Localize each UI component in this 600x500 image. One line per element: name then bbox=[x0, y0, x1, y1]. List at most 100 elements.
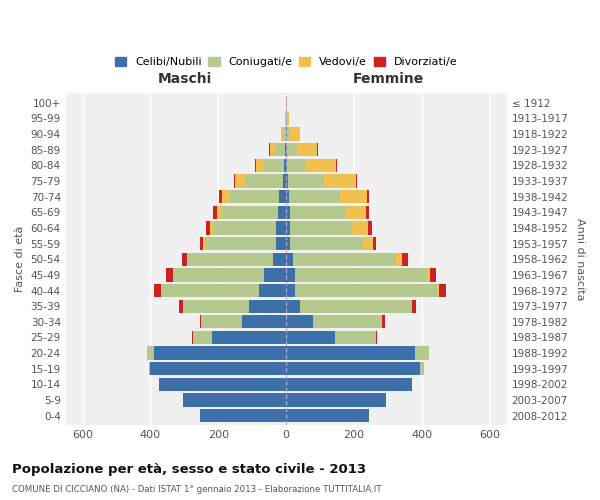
Bar bbox=[289, 190, 340, 203]
Bar bbox=[213, 206, 217, 219]
Bar bbox=[276, 237, 286, 250]
Text: COMUNE DI CICCIANO (NA) - Dati ISTAT 1° gennaio 2013 - Elaborazione TUTTITALIA.I: COMUNE DI CICCIANO (NA) - Dati ISTAT 1° … bbox=[12, 485, 382, 494]
Bar bbox=[283, 128, 286, 140]
Bar bbox=[242, 315, 286, 328]
Bar bbox=[340, 190, 367, 203]
Bar bbox=[256, 158, 264, 172]
Bar bbox=[278, 206, 286, 219]
Bar bbox=[367, 190, 368, 203]
Bar bbox=[281, 128, 283, 140]
Bar bbox=[275, 143, 285, 156]
Bar bbox=[430, 268, 436, 281]
Bar bbox=[286, 252, 293, 266]
Bar bbox=[149, 362, 151, 376]
Bar bbox=[286, 331, 335, 344]
Bar bbox=[269, 143, 270, 156]
Bar bbox=[323, 174, 356, 188]
Bar bbox=[295, 284, 437, 297]
Bar bbox=[352, 222, 368, 234]
Bar bbox=[317, 143, 318, 156]
Bar bbox=[192, 331, 193, 344]
Bar bbox=[286, 268, 295, 281]
Bar bbox=[217, 206, 222, 219]
Bar bbox=[287, 128, 290, 140]
Bar bbox=[376, 331, 377, 344]
Bar bbox=[300, 300, 412, 313]
Bar bbox=[412, 300, 416, 313]
Bar bbox=[286, 315, 313, 328]
Bar bbox=[219, 190, 222, 203]
Bar bbox=[151, 362, 286, 376]
Bar bbox=[297, 143, 317, 156]
Bar bbox=[368, 222, 371, 234]
Bar bbox=[287, 158, 306, 172]
Bar bbox=[286, 143, 287, 156]
Bar bbox=[285, 112, 286, 125]
Bar bbox=[212, 331, 286, 344]
Text: Maschi: Maschi bbox=[157, 72, 212, 86]
Bar bbox=[286, 128, 287, 140]
Bar bbox=[290, 237, 362, 250]
Legend: Celibi/Nubili, Coniugati/e, Vedovi/e, Divorziati/e: Celibi/Nubili, Coniugati/e, Vedovi/e, Di… bbox=[110, 52, 462, 72]
Y-axis label: Fasce di età: Fasce di età bbox=[15, 226, 25, 292]
Bar bbox=[286, 112, 287, 125]
Bar bbox=[233, 174, 235, 188]
Bar bbox=[285, 143, 286, 156]
Bar bbox=[154, 284, 161, 297]
Bar bbox=[159, 378, 286, 391]
Bar bbox=[286, 222, 290, 234]
Bar bbox=[427, 268, 430, 281]
Bar bbox=[290, 128, 300, 140]
Bar bbox=[183, 300, 249, 313]
Bar bbox=[286, 284, 295, 297]
Bar bbox=[280, 190, 286, 203]
Bar bbox=[179, 300, 183, 313]
Bar bbox=[249, 300, 286, 313]
Y-axis label: Anni di nascita: Anni di nascita bbox=[575, 218, 585, 300]
Bar bbox=[166, 268, 173, 281]
Bar bbox=[439, 284, 446, 297]
Bar bbox=[286, 300, 300, 313]
Bar bbox=[287, 112, 289, 125]
Bar bbox=[286, 409, 370, 422]
Bar bbox=[222, 190, 230, 203]
Bar bbox=[382, 315, 385, 328]
Text: Femmine: Femmine bbox=[352, 72, 424, 86]
Bar bbox=[210, 222, 213, 234]
Bar bbox=[415, 346, 428, 360]
Bar bbox=[381, 315, 382, 328]
Bar bbox=[286, 206, 290, 219]
Bar bbox=[313, 315, 381, 328]
Bar bbox=[203, 237, 205, 250]
Bar bbox=[264, 268, 286, 281]
Bar bbox=[200, 315, 202, 328]
Bar bbox=[245, 174, 283, 188]
Bar bbox=[200, 237, 203, 250]
Bar bbox=[147, 346, 154, 360]
Bar bbox=[286, 237, 290, 250]
Bar bbox=[286, 362, 420, 376]
Bar bbox=[154, 346, 286, 360]
Bar bbox=[205, 237, 276, 250]
Bar bbox=[290, 206, 346, 219]
Bar bbox=[346, 206, 366, 219]
Bar bbox=[202, 315, 242, 328]
Bar bbox=[373, 237, 376, 250]
Bar bbox=[173, 268, 264, 281]
Bar bbox=[259, 284, 286, 297]
Bar bbox=[287, 143, 297, 156]
Bar bbox=[283, 174, 286, 188]
Bar bbox=[254, 158, 256, 172]
Bar bbox=[272, 252, 286, 266]
Bar bbox=[356, 174, 357, 188]
Bar bbox=[286, 174, 288, 188]
Bar bbox=[230, 190, 280, 203]
Bar bbox=[206, 222, 210, 234]
Bar bbox=[401, 252, 407, 266]
Bar bbox=[286, 394, 386, 406]
Bar bbox=[335, 331, 376, 344]
Bar bbox=[235, 174, 245, 188]
Bar bbox=[286, 190, 289, 203]
Bar bbox=[293, 252, 397, 266]
Bar bbox=[295, 268, 427, 281]
